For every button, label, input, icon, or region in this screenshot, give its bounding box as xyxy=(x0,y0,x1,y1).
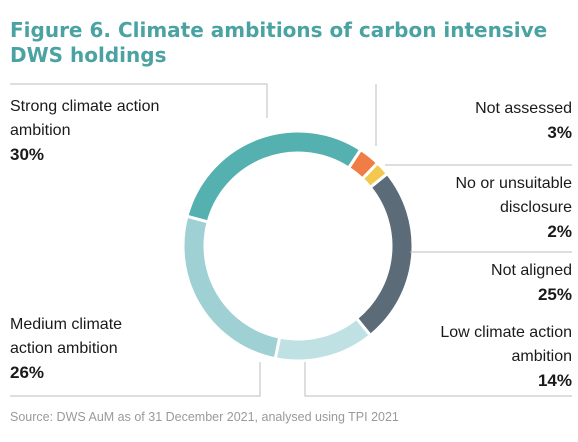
label-not-aligned: Not aligned 25% xyxy=(400,259,572,307)
leader-medium xyxy=(10,362,261,397)
label-low: Low climate action ambition 14% xyxy=(400,321,572,393)
label-strong-value: 30% xyxy=(10,145,45,164)
label-not-aligned-value: 25% xyxy=(537,285,572,304)
label-low-value: 14% xyxy=(537,371,572,390)
label-strong-name: Strong climate action ambition xyxy=(10,98,160,139)
label-no-disclosure-name: No or unsuitable disclosure xyxy=(455,175,572,216)
label-medium-value: 26% xyxy=(10,363,45,382)
slice-low xyxy=(273,316,373,363)
leader-strong xyxy=(10,83,268,118)
label-not-assessed-value: 3% xyxy=(547,123,572,142)
label-not-assessed-name: Not assessed xyxy=(475,100,572,117)
label-medium-name: Medium climate action ambition xyxy=(10,316,123,357)
label-not-aligned-name: Not aligned xyxy=(491,262,572,279)
label-not-assessed: Not assessed 3% xyxy=(400,97,572,145)
label-medium: Medium climate action ambition 26% xyxy=(10,313,230,385)
label-no-disclosure-value: 2% xyxy=(547,222,572,241)
chart-title: Figure 6. Climate ambitions of carbon in… xyxy=(10,18,548,67)
slice-strong xyxy=(185,129,363,224)
source-note: Source: DWS AuM as of 31 December 2021, … xyxy=(10,410,399,424)
leader-low xyxy=(304,362,572,397)
label-no-disclosure: No or unsuitable disclosure 2% xyxy=(400,172,572,244)
label-low-name: Low climate action ambition xyxy=(440,324,572,365)
label-strong: Strong climate action ambition 30% xyxy=(10,95,230,167)
